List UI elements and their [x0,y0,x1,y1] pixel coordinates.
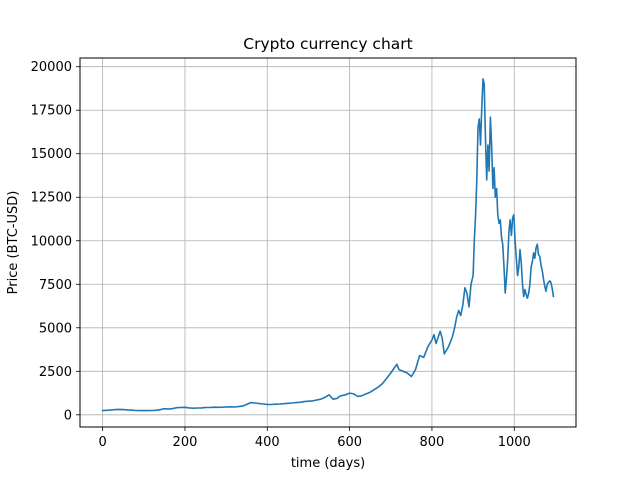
x-tick-label: 800 [420,435,445,450]
x-tick-label: 0 [98,435,106,450]
y-tick-label: 20000 [31,60,72,75]
chart-title: Crypto currency chart [243,35,412,53]
y-tick-label: 0 [64,408,72,423]
grid-lines [80,58,576,427]
axis-ticks: 0 200 400 600 800 100002500500075001000012500… [31,60,531,450]
y-tick-label: 7500 [39,278,72,293]
y-tick-label: 5000 [39,321,72,336]
y-tick-label: 15000 [31,147,72,162]
y-tick-label: 2500 [39,365,72,380]
x-tick-label: 1000 [498,435,531,450]
y-tick-label: 12500 [31,191,72,206]
y-axis-label: Price (BTC-USD) [6,191,21,295]
x-tick-label: 600 [337,435,362,450]
price-series-line [101,78,555,412]
x-tick-label: 200 [173,435,198,450]
y-tick-label: 10000 [31,234,72,249]
y-tick-label: 17500 [31,104,72,119]
x-axis-label: time (days) [291,456,365,471]
x-tick-label: 400 [255,435,280,450]
plot-frame [79,57,577,428]
